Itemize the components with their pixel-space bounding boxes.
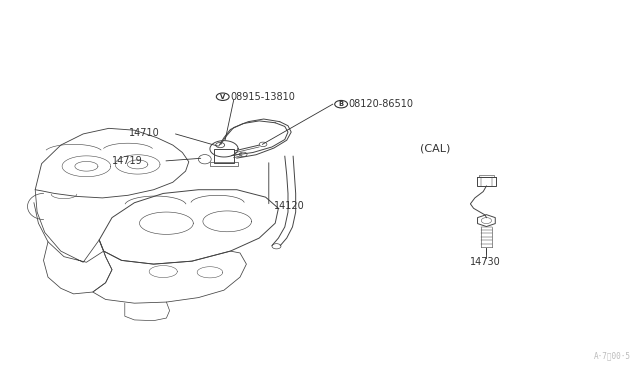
Bar [214, 149, 234, 163]
Text: (CAL): (CAL) [420, 144, 451, 154]
Text: V: V [220, 94, 225, 100]
Text: 14730: 14730 [470, 257, 501, 267]
Text: A·7）00·5: A·7）00·5 [593, 352, 630, 361]
Text: 08915-13810: 08915-13810 [230, 92, 295, 102]
Text: 14710: 14710 [129, 128, 160, 138]
Bar [210, 162, 238, 166]
Text: 08120-86510: 08120-86510 [349, 99, 414, 109]
Bar [477, 177, 496, 186]
Text: 14120: 14120 [274, 202, 305, 211]
Text: B: B [339, 101, 344, 107]
Text: 14719: 14719 [112, 156, 143, 166]
